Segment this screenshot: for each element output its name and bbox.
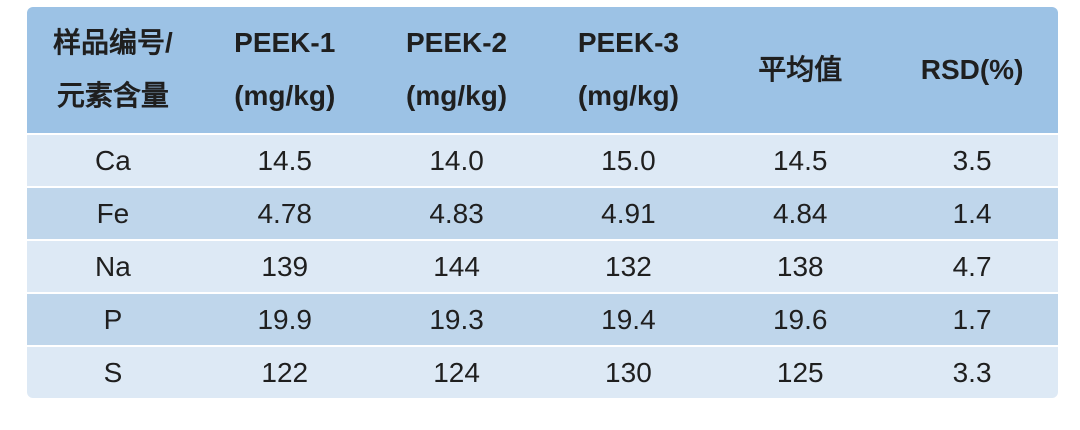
header-peek2-unit: (mg/kg) xyxy=(406,79,508,111)
element-cell: Fe xyxy=(96,197,130,229)
header-peek3-unit: (mg/kg) xyxy=(577,79,679,111)
value-cell-peek1: 4.78 xyxy=(257,197,312,229)
value-cell-rsd: 3.3 xyxy=(952,356,992,388)
value-cell-peek2: 14.0 xyxy=(429,144,484,176)
elemental-content-table: 样品编号/ 元素含量 PEEK-1 (mg/kg) PEEK-2 (mg/kg)… xyxy=(27,7,1058,398)
header-rsd-label: RSD(%) xyxy=(920,53,1024,85)
header-cell-peek3: PEEK-3 (mg/kg) xyxy=(542,7,714,133)
header-peek3-name: PEEK-3 xyxy=(577,27,679,59)
header-peek2-name: PEEK-2 xyxy=(405,27,508,59)
value-cell-average: 4.84 xyxy=(772,197,828,229)
value-cell-peek1: 19.9 xyxy=(257,303,312,335)
value-cell-average: 125 xyxy=(776,356,824,388)
value-cell-peek1: 14.5 xyxy=(257,144,312,176)
table-row-p: P 19.9 19.3 19.4 19.6 1.7 xyxy=(27,294,1058,345)
header-peek1-unit: (mg/kg) xyxy=(234,79,336,111)
value-cell-peek2: 19.3 xyxy=(429,303,484,335)
element-cell: S xyxy=(103,356,123,388)
header-cell-peek2: PEEK-2 (mg/kg) xyxy=(371,7,543,133)
value-cell-peek3: 132 xyxy=(605,250,652,282)
table-row-ca: Ca 14.5 14.0 15.0 14.5 3.5 xyxy=(27,135,1058,186)
header-cell-element: 样品编号/ 元素含量 xyxy=(27,7,199,133)
value-cell-peek2: 4.83 xyxy=(429,197,484,229)
table-row-na: Na 139 144 132 138 4.7 xyxy=(27,241,1058,292)
header-average-label: 平均值 xyxy=(758,53,843,85)
value-cell-rsd: 4.7 xyxy=(952,250,992,282)
header-element-line1: 样品编号/ xyxy=(53,27,173,59)
element-cell: Na xyxy=(95,250,131,282)
header-cell-rsd: RSD(%) xyxy=(886,7,1058,133)
table-row-fe: Fe 4.78 4.83 4.91 4.84 1.4 xyxy=(27,188,1058,239)
value-cell-average: 19.6 xyxy=(772,303,828,335)
value-cell-rsd: 1.4 xyxy=(952,197,992,229)
value-cell-peek3: 19.4 xyxy=(601,303,656,335)
value-cell-average: 138 xyxy=(776,250,824,282)
value-cell-peek1: 122 xyxy=(261,356,309,388)
value-cell-rsd: 3.5 xyxy=(952,144,992,176)
header-peek1-name: PEEK-1 xyxy=(234,27,336,59)
header-cell-average: 平均值 xyxy=(714,7,886,133)
value-cell-peek2: 124 xyxy=(433,356,480,388)
table-row-s: S 122 124 130 125 3.3 xyxy=(27,347,1058,398)
value-cell-peek2: 144 xyxy=(433,250,480,282)
value-cell-rsd: 1.7 xyxy=(952,303,992,335)
table-header-row: 样品编号/ 元素含量 PEEK-1 (mg/kg) PEEK-2 (mg/kg)… xyxy=(27,7,1058,133)
element-cell: P xyxy=(103,303,123,335)
element-cell: Ca xyxy=(95,144,131,176)
value-cell-peek3: 130 xyxy=(605,356,652,388)
header-element-line2: 元素含量 xyxy=(56,79,169,111)
value-cell-peek1: 139 xyxy=(261,250,309,282)
header-cell-peek1: PEEK-1 (mg/kg) xyxy=(199,7,371,133)
value-cell-average: 14.5 xyxy=(772,144,828,176)
value-cell-peek3: 4.91 xyxy=(601,197,656,229)
value-cell-peek3: 15.0 xyxy=(601,144,656,176)
